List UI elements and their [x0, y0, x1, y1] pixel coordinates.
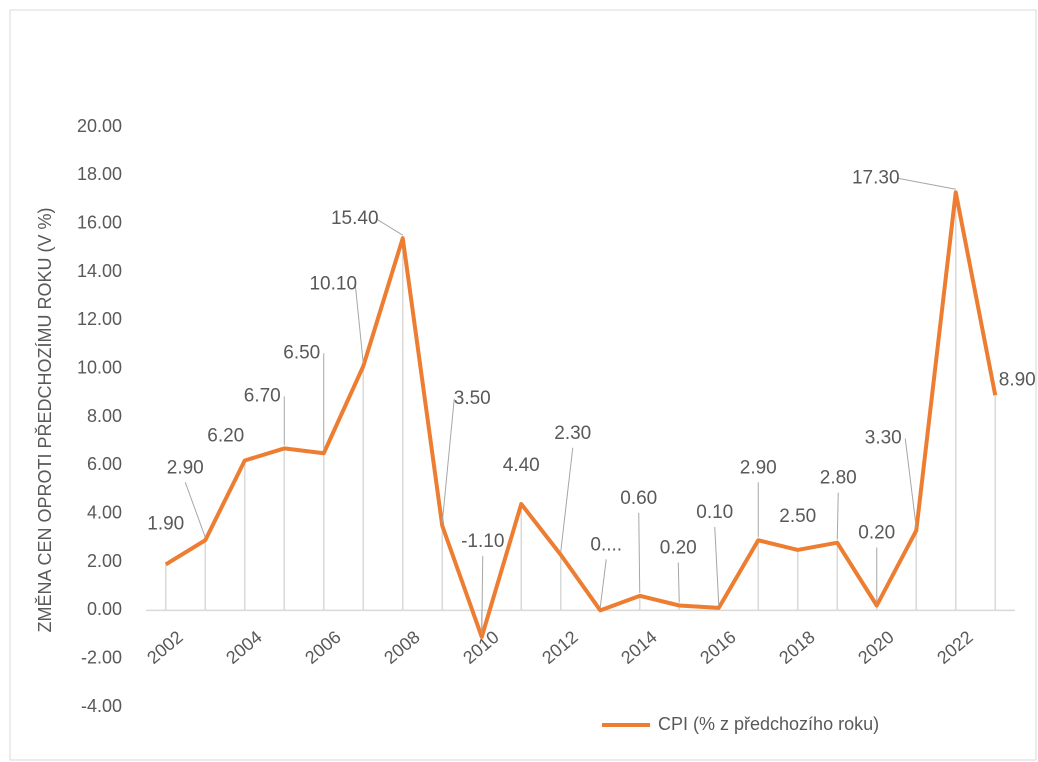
data-label: 17.30: [852, 167, 900, 188]
data-label: -1.10: [461, 531, 504, 552]
y-tick-label: -2.00: [81, 647, 122, 667]
data-label: 2.30: [554, 423, 591, 444]
leader-line: [638, 512, 641, 593]
y-tick-label: 6.00: [87, 454, 122, 474]
leader-line: [441, 398, 455, 523]
data-label: 0.60: [620, 488, 657, 509]
y-tick-label: 18.00: [77, 164, 122, 184]
data-label: 15.40: [331, 208, 379, 229]
data-label: 3.30: [865, 428, 902, 449]
data-label: 0....: [590, 534, 622, 555]
y-tick-label: -4.00: [81, 696, 122, 716]
data-label: 6.20: [207, 426, 244, 447]
y-tick-label: 10.00: [77, 357, 122, 377]
leader-line: [376, 218, 404, 236]
leader-line: [677, 562, 680, 603]
leader-line: [184, 482, 206, 538]
data-label: 2.90: [167, 457, 204, 478]
y-axis-title: ZMĚNA CEN OPROTI PŘEDCHOZÍMU ROKU (V %): [35, 207, 55, 632]
chart-border: [9, 9, 1037, 761]
data-label: 0.20: [858, 523, 895, 544]
data-label: 3.50: [454, 388, 491, 409]
y-tick-label: 2.00: [87, 551, 122, 571]
leader-line: [560, 447, 574, 552]
leader-line: [599, 559, 607, 608]
y-tick-label: 16.00: [77, 212, 122, 232]
y-tick-label: 4.00: [87, 502, 122, 522]
data-label: 2.80: [820, 468, 857, 489]
leader-line: [897, 177, 956, 190]
data-line: [164, 190, 998, 639]
leader-line: [354, 284, 364, 364]
leader-line: [836, 492, 839, 540]
leader-line: [481, 555, 484, 634]
y-tick-label: 20.00: [77, 116, 122, 136]
y-tick-label: 8.00: [87, 406, 122, 426]
data-label: 10.10: [309, 273, 357, 294]
data-label: 2.50: [779, 506, 816, 527]
y-tick-label: 0.00: [87, 599, 122, 619]
data-label: 1.90: [147, 513, 184, 534]
data-label: 2.90: [740, 457, 777, 478]
leader-line: [714, 526, 720, 605]
y-tick-label: 12.00: [77, 309, 122, 329]
data-label: 6.50: [283, 342, 320, 363]
y-tick-label: 14.00: [77, 261, 122, 281]
data-label: 0.20: [660, 538, 697, 559]
data-label: 4.40: [503, 455, 540, 476]
data-label: 8.90: [999, 369, 1036, 390]
legend-label: CPI (% z předchozího roku): [658, 714, 879, 734]
data-label: 6.70: [244, 385, 281, 406]
leader-line: [904, 438, 917, 528]
data-label: 0.10: [696, 502, 733, 523]
